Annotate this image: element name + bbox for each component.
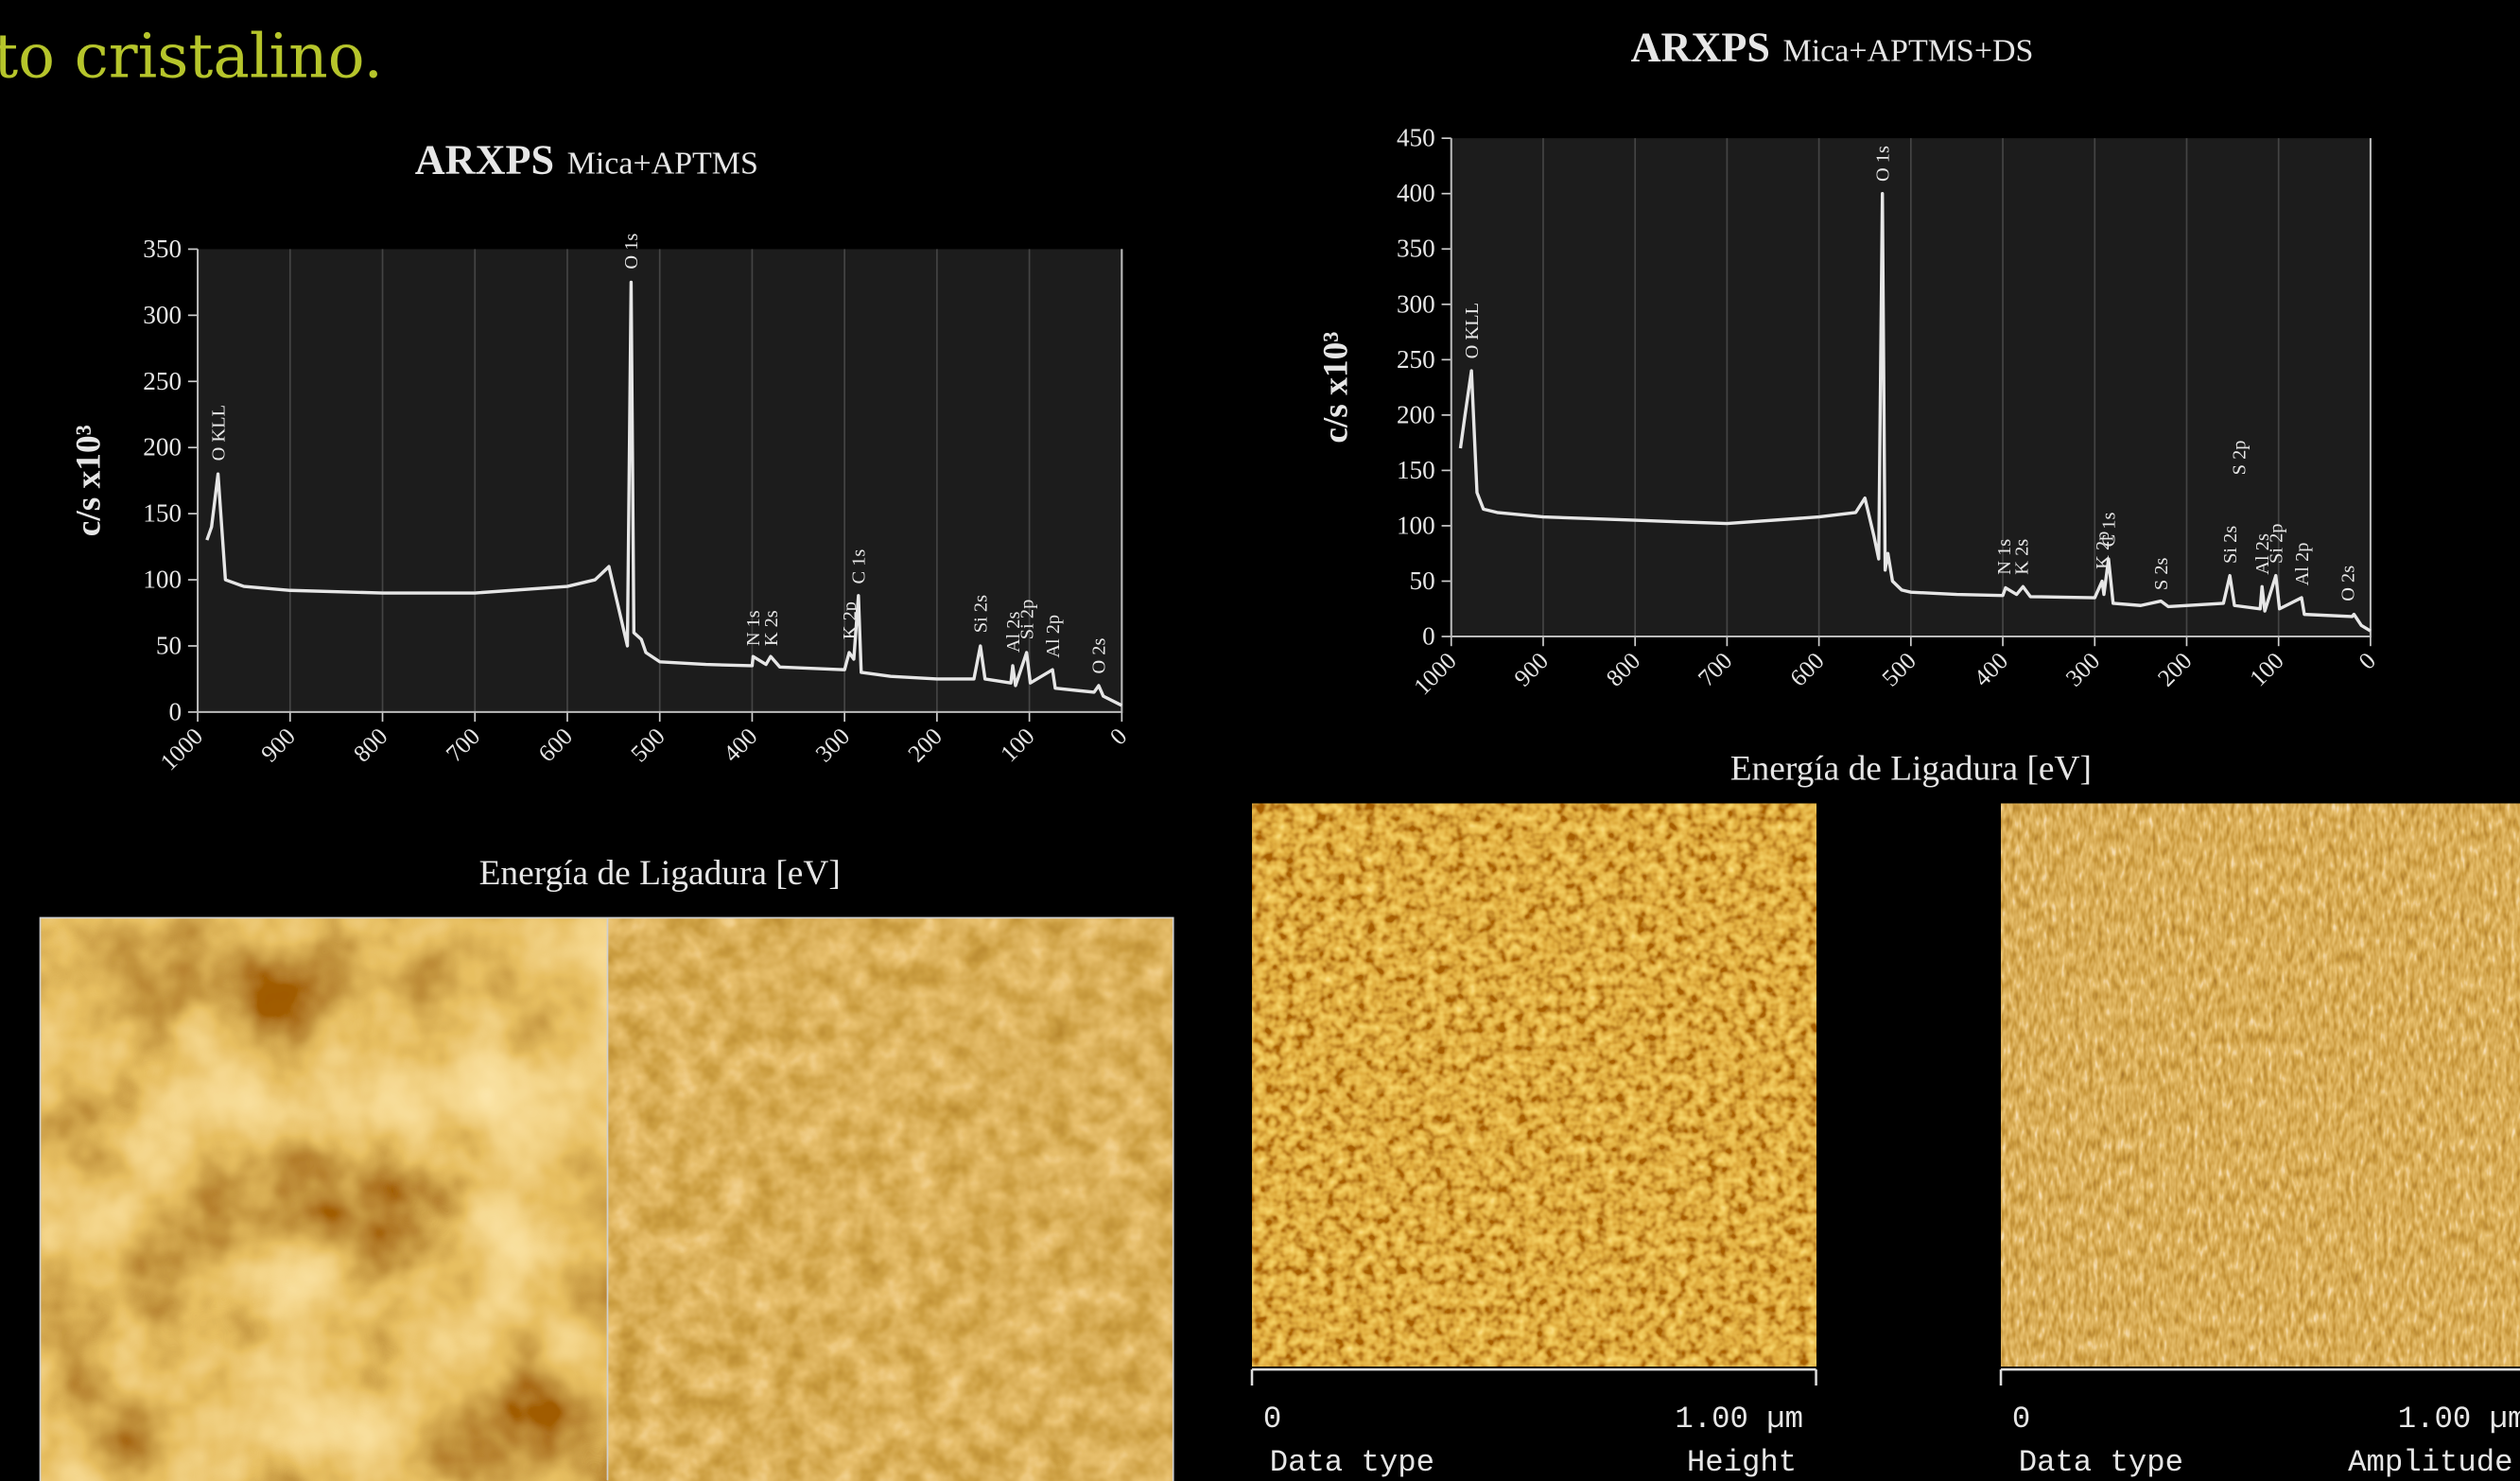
chart-title: ARXPS Mica+APTMS+DS — [1631, 25, 2034, 71]
peak-label: S 2p — [2230, 441, 2251, 476]
x-tick-label: 0 — [2353, 647, 2381, 675]
y-axis-label: c/s x10³ — [69, 425, 108, 536]
scale-start: 0 — [1263, 1402, 1281, 1437]
peak-label: Al 2s — [1003, 612, 1024, 653]
peak-label: K 2p — [2093, 531, 2113, 569]
x-tick-label: 300 — [810, 723, 856, 768]
peak-label: O 2s — [1089, 638, 1110, 674]
x-tick-label: 700 — [1693, 647, 1738, 692]
x-tick-label: 800 — [1601, 647, 1646, 692]
peak-label: O KLL — [208, 405, 229, 461]
y-tick-label: 150 — [1397, 456, 1435, 484]
y-tick-label: 100 — [143, 566, 182, 594]
x-axis-label: Energía de Ligadura [eV] — [1730, 749, 2092, 788]
peak-label: Al 2s — [2252, 533, 2273, 575]
peak-label: K 2s — [761, 610, 782, 646]
peak-label: K 2p — [840, 601, 860, 639]
peak-label: Si 2s — [2220, 526, 2241, 564]
data-type-label: Data type — [1270, 1445, 1434, 1480]
y-tick-label: 50 — [156, 631, 182, 659]
afm-image — [2000, 802, 2520, 1368]
peak-label: C 1s — [849, 549, 870, 584]
peak-label: Al 2p — [1043, 615, 1064, 658]
y-tick-label: 50 — [1410, 566, 1435, 595]
scale-start: 0 — [2012, 1402, 2030, 1437]
peak-label: O 1s — [621, 234, 642, 270]
x-tick-label: 600 — [1784, 647, 1830, 692]
x-tick-label: 400 — [1969, 647, 2014, 692]
x-tick-label: 100 — [995, 723, 1040, 768]
afm-image — [1251, 802, 1817, 1368]
peak-label: S 2s — [2151, 557, 2172, 590]
x-tick-label: 200 — [2152, 647, 2198, 692]
y-tick-label: 100 — [1397, 511, 1435, 539]
x-tick-label: 0 — [1104, 723, 1133, 751]
x-tick-label: 900 — [1508, 647, 1554, 692]
peak-label: C 1s — [2099, 513, 2120, 548]
chart-title: ARXPS Mica+APTMS — [415, 137, 758, 183]
x-tick-label: 400 — [718, 723, 763, 768]
afm-image — [607, 917, 1173, 1481]
y-tick-label: 400 — [1397, 179, 1435, 207]
x-tick-label: 600 — [532, 723, 578, 768]
peak-label: Al 2p — [2292, 543, 2313, 586]
x-tick-label: 500 — [625, 723, 670, 768]
y-tick-label: 350 — [143, 235, 182, 263]
y-tick-label: 0 — [168, 697, 182, 725]
spectrum-line — [1458, 191, 2372, 633]
heading: to cristalino. — [0, 22, 383, 93]
axis — [197, 249, 1123, 713]
y-tick-label: 200 — [143, 433, 182, 462]
x-tick-label: 700 — [441, 723, 486, 768]
y-tick-label: 250 — [143, 367, 182, 395]
y-tick-label: 300 — [143, 301, 182, 329]
peak-label: O KLL — [1462, 303, 1483, 358]
peak-label: N 1s — [1994, 539, 2015, 575]
title: ARXPS — [1631, 25, 1770, 71]
x-tick-label: 1000 — [1408, 647, 1462, 701]
data-type: Height — [1687, 1445, 1797, 1480]
x-tick-label: 100 — [2244, 647, 2289, 692]
y-tick-label: 450 — [1397, 124, 1435, 152]
title: ARXPS — [415, 137, 554, 183]
peak-label: Si 2p — [2267, 524, 2287, 564]
x-tick-label: 1000 — [155, 723, 209, 776]
y-tick-label: 0 — [1422, 622, 1435, 651]
subtitle: Mica+APTMS — [567, 147, 758, 182]
peak-label: Si 2s — [971, 595, 992, 633]
peak-label: O 1s — [1872, 146, 1893, 182]
y-axis-label: c/s x10³ — [1316, 332, 1355, 444]
peak-label: O 2s — [2338, 566, 2358, 601]
subtitle: Mica+APTMS+DS — [1783, 34, 2034, 69]
y-tick-label: 300 — [1397, 289, 1435, 318]
x-tick-label: 300 — [2060, 647, 2106, 692]
x-tick-label: 800 — [348, 723, 393, 768]
x-tick-label: 500 — [1876, 647, 1921, 692]
peak-label: Si 2p — [1017, 600, 1037, 639]
y-tick-label: 250 — [1397, 345, 1435, 374]
scale-end: 1.00 µm — [1675, 1402, 1803, 1437]
peak-label: N 1s — [743, 610, 764, 646]
y-tick-label: 350 — [1397, 235, 1435, 263]
axis — [1450, 138, 2372, 638]
x-tick-label: 200 — [902, 723, 947, 768]
afm-scale — [1250, 1368, 2520, 1386]
x-tick-label: 900 — [255, 723, 301, 768]
spectrum-line — [205, 280, 1123, 707]
data-type: Amplitude — [2348, 1445, 2512, 1480]
afm-image — [40, 917, 608, 1481]
data-type-label: Data type — [2019, 1445, 2183, 1480]
x-axis-label: Energía de Ligadura [eV] — [479, 854, 841, 893]
y-tick-label: 150 — [143, 499, 182, 528]
y-tick-label: 200 — [1397, 400, 1435, 428]
scale-end: 1.00 µm — [2398, 1402, 2520, 1437]
peak-label: K 2s — [2011, 539, 2032, 575]
